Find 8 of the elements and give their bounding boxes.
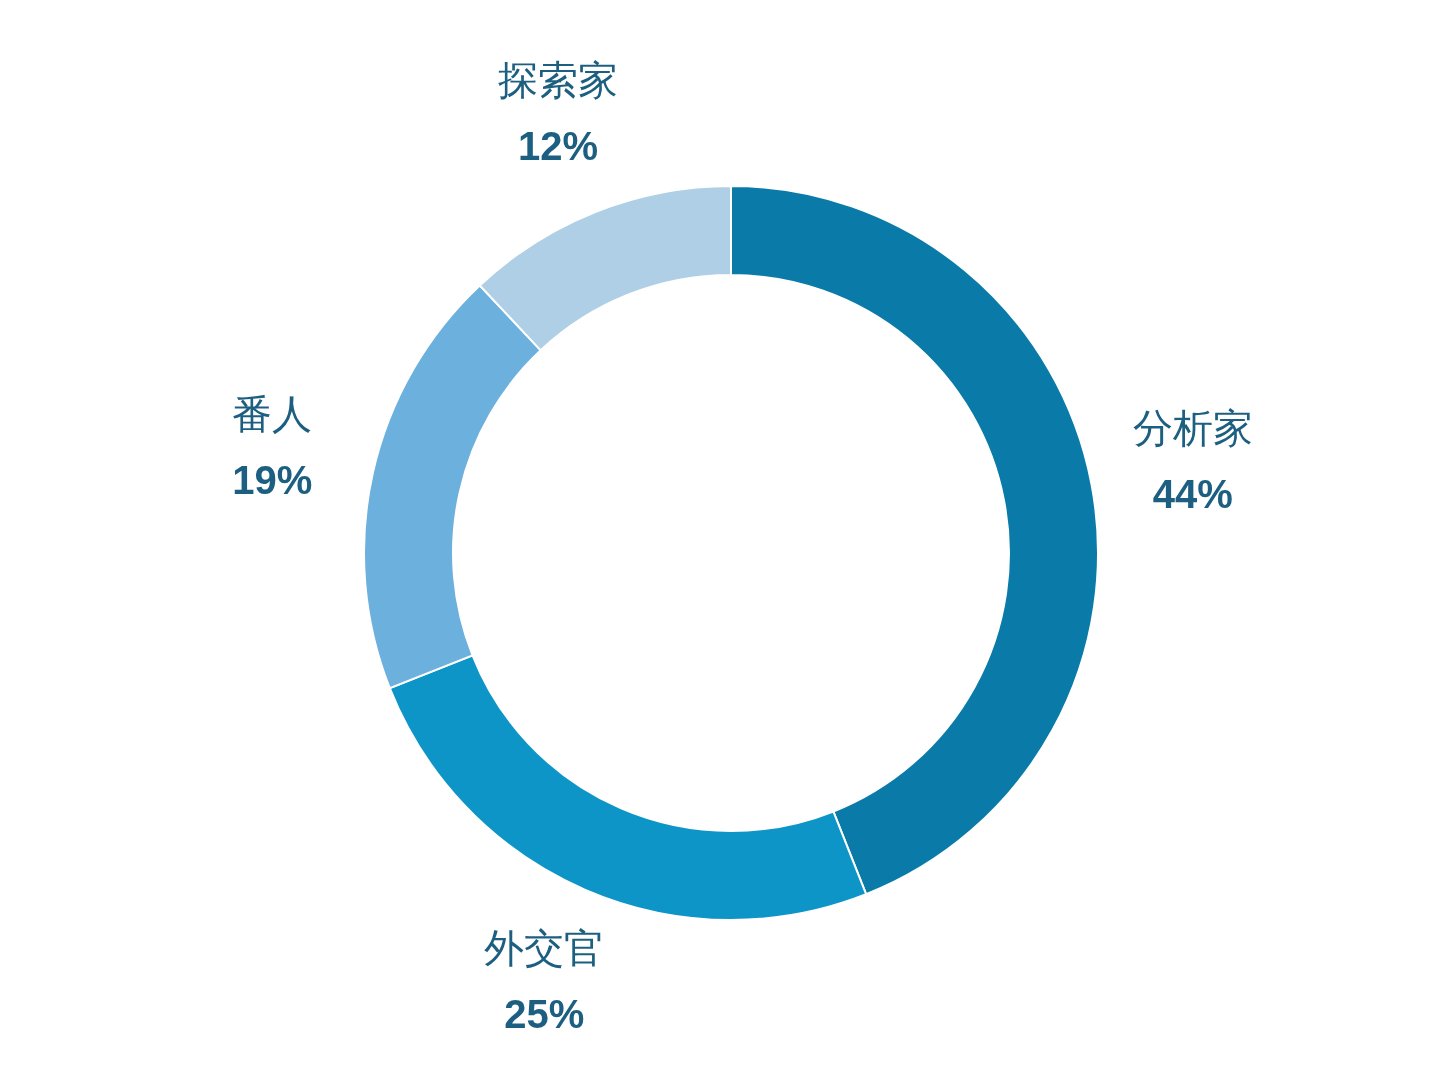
data-label: 25% [504, 991, 585, 1036]
slice-label: 分析家 [1132, 406, 1253, 451]
slice-label: 外交官 [484, 925, 605, 970]
slice-label: 番人 [232, 392, 313, 437]
data-label: 19% [232, 458, 313, 503]
data-label: 44% [1152, 472, 1233, 517]
data-label: 12% [517, 123, 599, 168]
slice-label: 探索家 [497, 57, 618, 102]
